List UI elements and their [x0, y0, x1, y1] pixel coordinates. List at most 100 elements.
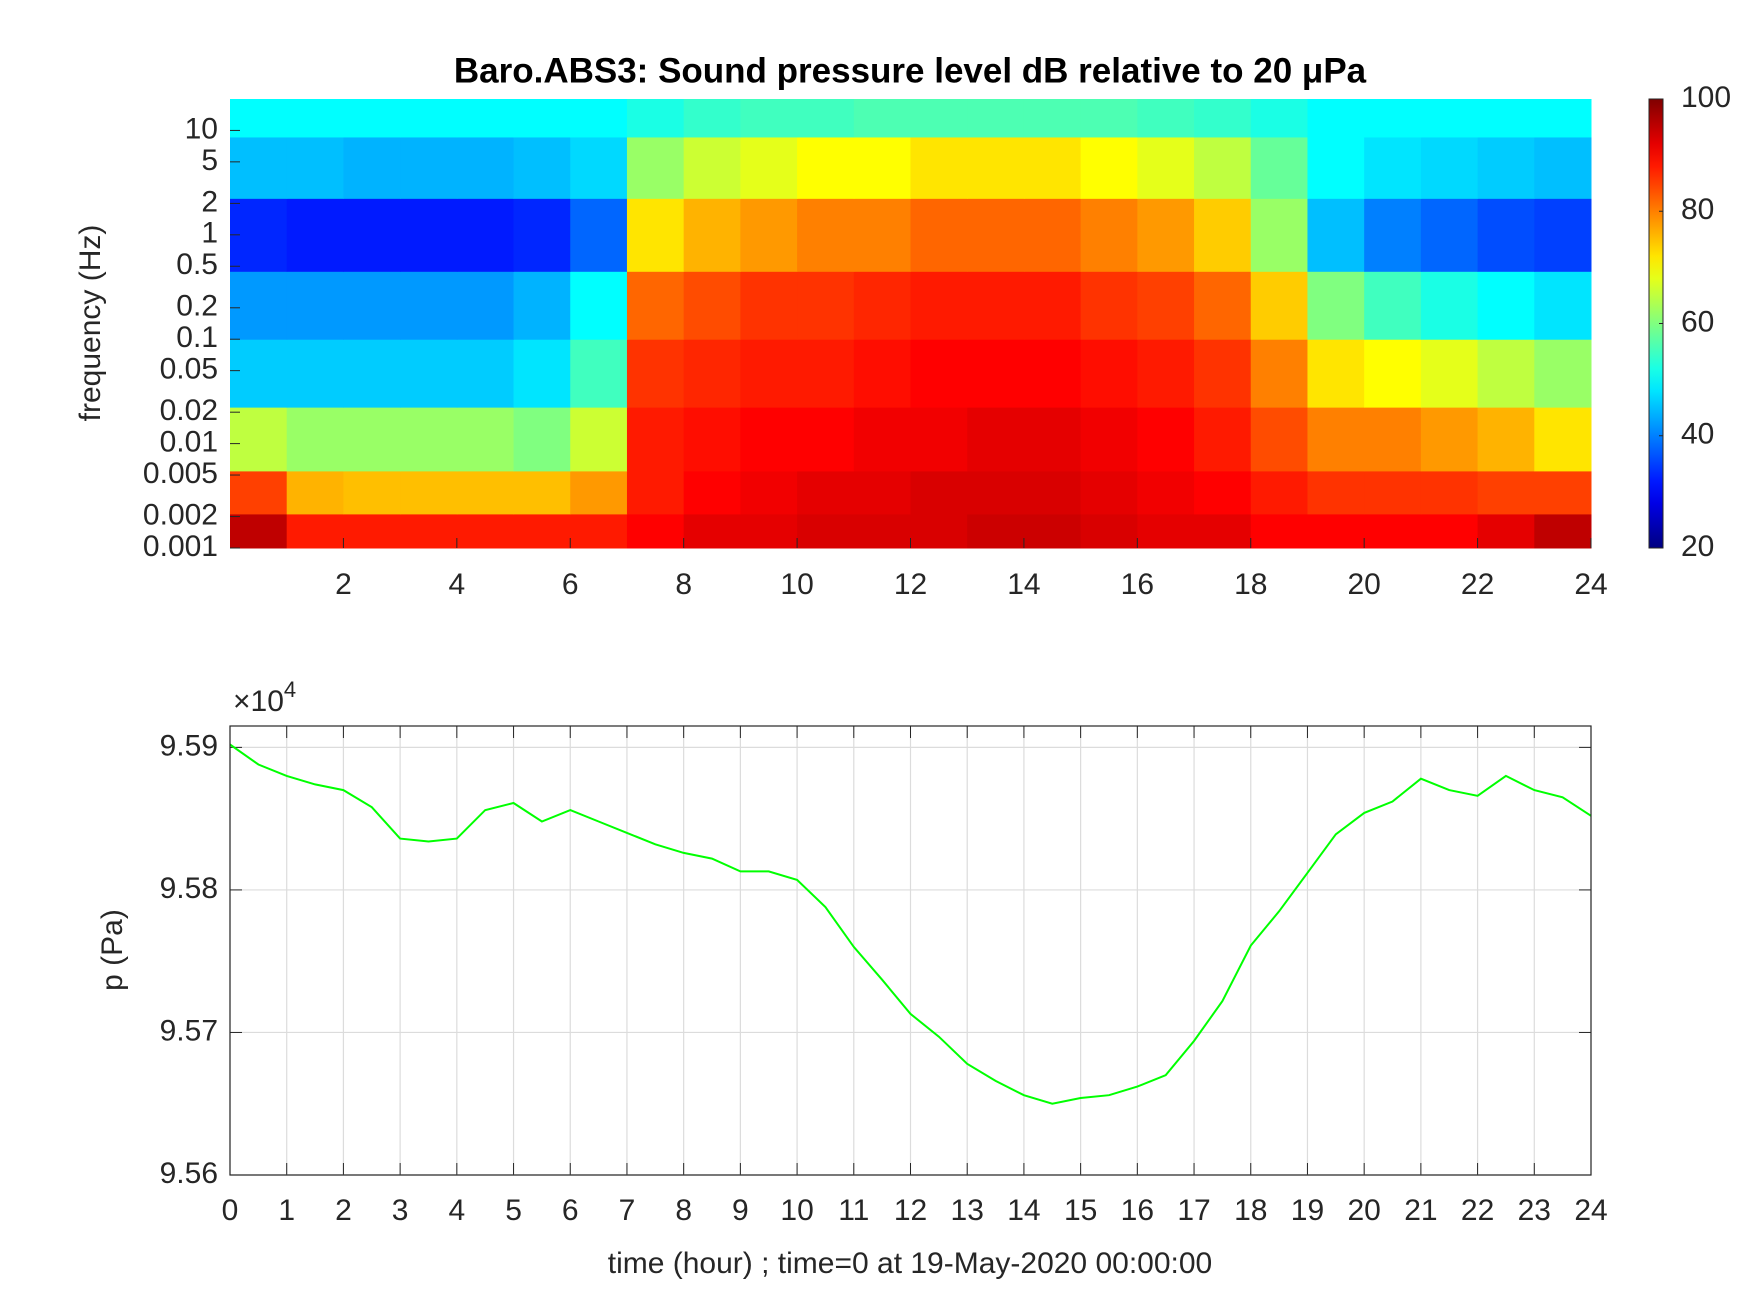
- x-tick-label: 3: [392, 1194, 409, 1227]
- heatmap-cell: [797, 513, 855, 549]
- y-tick-label: 10: [185, 112, 218, 145]
- heatmap-cell: [1307, 136, 1365, 199]
- heatmap-cell: [1364, 99, 1422, 138]
- x-tick-label: 14: [1007, 568, 1040, 601]
- heatmap-cell: [570, 136, 628, 199]
- heatmap-cell: [1477, 198, 1535, 272]
- heatmap-cell: [740, 198, 798, 272]
- heatmap-cell: [343, 407, 401, 472]
- heatmap-cell: [456, 198, 515, 272]
- heatmap-cell: [1137, 407, 1195, 472]
- x-tick-label: 22: [1461, 568, 1494, 601]
- y-tick-label: 9.58: [160, 872, 218, 905]
- heatmap-cell: [1194, 470, 1252, 515]
- y-tick-label: 5: [201, 144, 218, 177]
- heatmap-cell: [400, 271, 458, 340]
- heatmap-cell: [1023, 99, 1082, 138]
- heatmap-cell: [230, 271, 288, 340]
- y-tick-label: 1: [201, 217, 218, 250]
- heatmap-cell: [797, 99, 855, 138]
- heatmap-cell: [1137, 470, 1195, 515]
- heatmap-cell: [853, 99, 911, 138]
- heatmap-cell: [400, 136, 458, 199]
- heatmap-cell: [1477, 407, 1535, 472]
- heatmap-cell: [1250, 136, 1308, 199]
- heatmap-cell: [230, 99, 288, 138]
- heatmap-cell: [513, 339, 571, 408]
- y-tick-label: 0.05: [160, 353, 218, 386]
- x-tick-label: 5: [505, 1194, 522, 1227]
- x-tick-label: 20: [1347, 568, 1380, 601]
- y-tick-label: 9.56: [160, 1157, 218, 1190]
- x-tick-label: 1: [278, 1194, 295, 1227]
- heatmap-cell: [740, 470, 798, 515]
- heatmap-cell: [230, 470, 288, 515]
- heatmap-cell: [1420, 470, 1479, 515]
- heatmap-cell: [853, 339, 911, 408]
- heatmap-cell: [683, 136, 741, 199]
- heatmap-cell: [853, 198, 911, 272]
- y-tick-label: 0.01: [160, 426, 218, 459]
- x-tick-label: 4: [448, 568, 465, 601]
- heatmap-cell: [626, 407, 685, 472]
- heatmap-cell: [456, 407, 515, 472]
- x-tick-label: 16: [1121, 1194, 1154, 1227]
- x-tick-label: 12: [894, 1194, 927, 1227]
- heatmap-cell: [683, 339, 741, 408]
- heatmap-cell: [286, 99, 344, 138]
- heatmap-cell: [1023, 339, 1082, 408]
- heatmap-cell: [967, 99, 1025, 138]
- heatmap-cell: [1420, 271, 1479, 340]
- heatmap-cell: [683, 198, 741, 272]
- heatmap-cell: [797, 470, 855, 515]
- heatmap-cell: [1080, 136, 1138, 199]
- multiplier-exponent: 4: [284, 677, 296, 702]
- heatmap-cell: [626, 271, 685, 340]
- heatmap-cell: [1534, 407, 1592, 472]
- heatmap-cell: [1307, 470, 1365, 515]
- heatmap-cell: [1137, 198, 1195, 272]
- x-tick-label: 13: [951, 1194, 984, 1227]
- heatmap-cell: [853, 271, 911, 340]
- heatmap-cell: [456, 470, 515, 515]
- heatmap-cell: [683, 99, 741, 138]
- heatmap-cell: [626, 136, 685, 199]
- heatmap-cell: [740, 339, 798, 408]
- heatmap-cell: [1420, 513, 1479, 549]
- x-tick-label: 18: [1234, 1194, 1267, 1227]
- heatmap-cell: [1477, 271, 1535, 340]
- heatmap-cell: [230, 513, 288, 549]
- y-tick-label: 0.1: [176, 321, 218, 354]
- heatmap-cell: [570, 407, 628, 472]
- heatmap-cell: [1250, 271, 1308, 340]
- heatmap-cell: [286, 513, 344, 549]
- heatmap-cell: [853, 470, 911, 515]
- heatmap-cell: [1420, 136, 1479, 199]
- x-tick-label: 15: [1064, 1194, 1097, 1227]
- heatmap-cell: [626, 470, 685, 515]
- heatmap-cell: [910, 513, 968, 549]
- x-tick-label: 22: [1461, 1194, 1494, 1227]
- heatmap-cell: [400, 407, 458, 472]
- heatmap-cell: [1364, 470, 1422, 515]
- heatmap-cell: [1194, 513, 1252, 549]
- y-multiplier: ×104: [233, 677, 296, 718]
- heatmap-cell: [1250, 198, 1308, 272]
- heatmap-cell: [1364, 513, 1422, 549]
- x-tick-label: 10: [780, 568, 813, 601]
- heatmap-cell: [570, 339, 628, 408]
- heatmap-cell: [400, 470, 458, 515]
- heatmap-cell: [286, 339, 344, 408]
- heatmap-cell: [1534, 198, 1592, 272]
- heatmap-cell: [456, 99, 515, 138]
- heatmap-cell: [1307, 513, 1365, 549]
- heatmap-cell: [513, 407, 571, 472]
- heatmap-cell: [1023, 513, 1082, 549]
- heatmap-cell: [286, 198, 344, 272]
- heatmap-cell: [1534, 99, 1592, 138]
- heatmap-cell: [1420, 198, 1479, 272]
- heatmap-cell: [740, 407, 798, 472]
- x-tick-label: 24: [1574, 1194, 1607, 1227]
- heatmap-cell: [230, 407, 288, 472]
